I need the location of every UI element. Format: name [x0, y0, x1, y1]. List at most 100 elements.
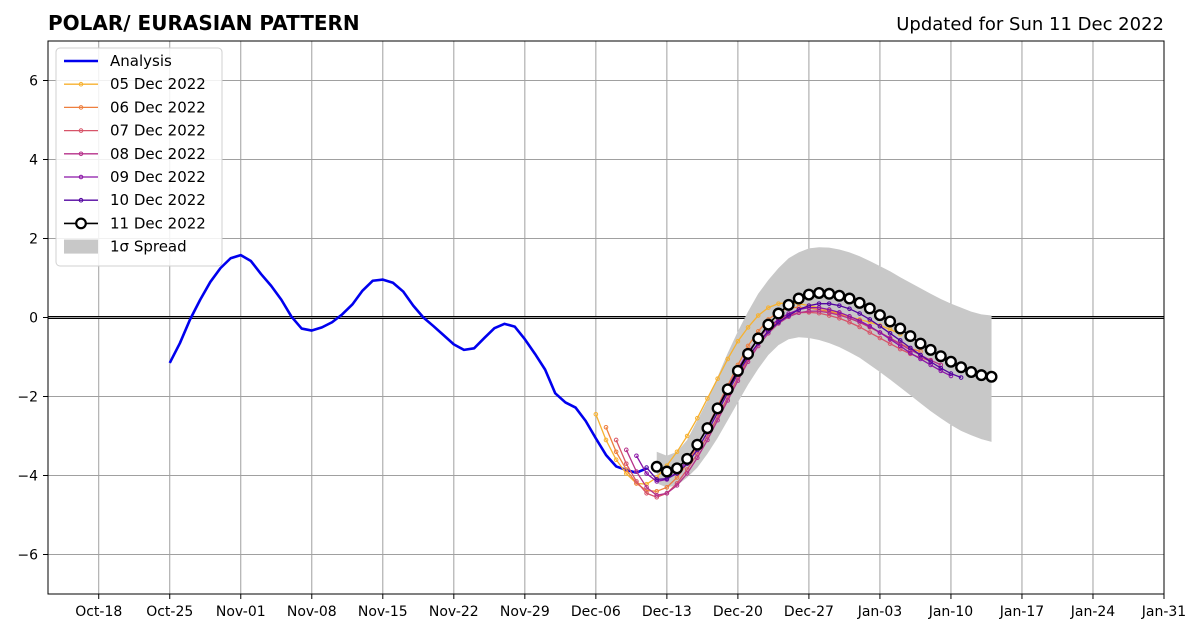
y-tick-label: −6 — [17, 548, 38, 564]
forecast-point — [918, 352, 923, 358]
x-tick-label: Dec-20 — [713, 604, 763, 620]
forecast-point — [958, 375, 964, 380]
x-tick-label: Nov-22 — [429, 604, 479, 620]
legend-marker — [78, 105, 84, 110]
forecast-point — [644, 465, 649, 470]
latest-point — [985, 370, 998, 383]
latest-point — [671, 462, 684, 475]
forecast-point — [623, 461, 629, 466]
forecast-point — [674, 449, 680, 455]
y-tick-label: −4 — [17, 469, 38, 485]
forecast-point — [938, 368, 944, 374]
forecast-point — [867, 330, 873, 335]
x-tick-label: Jan-03 — [857, 604, 902, 620]
forecast-point — [725, 356, 731, 362]
latest-point — [813, 287, 826, 300]
forecast-point — [735, 378, 741, 384]
latest-point — [752, 332, 765, 345]
latest-point — [721, 383, 734, 396]
x-tick-label: Jan-31 — [1141, 604, 1186, 620]
legend-box — [55, 47, 223, 267]
legend-marker — [78, 151, 84, 157]
forecast-point — [613, 437, 619, 443]
forecast-point — [948, 371, 954, 376]
legend-entry: 09 Dec 2022 — [64, 168, 206, 186]
latest-point — [884, 315, 897, 328]
latest-point — [681, 452, 694, 465]
legend-label: Analysis — [110, 52, 172, 70]
forecast-point — [816, 301, 822, 306]
forecast-point — [928, 359, 933, 365]
forecast-point — [634, 453, 639, 459]
x-tick-label: Dec-13 — [642, 604, 692, 620]
forecast-point — [837, 312, 842, 318]
forecast-point — [867, 317, 873, 322]
forecast-point — [877, 330, 883, 335]
latest-point — [924, 343, 937, 356]
latest-point — [955, 361, 968, 374]
forecast-point — [908, 350, 913, 356]
forecast-point — [705, 437, 710, 443]
forecast-point — [938, 365, 944, 371]
x-tick-label: Dec-06 — [571, 604, 621, 620]
latest-point — [873, 309, 886, 322]
x-tick-label: Nov-29 — [500, 604, 550, 620]
forecast-point — [897, 338, 903, 343]
forecast-point — [684, 433, 690, 439]
x-tick-label: Jan-10 — [928, 604, 973, 620]
forecast-point — [857, 324, 862, 330]
forecast-point — [613, 457, 619, 463]
latest-point — [863, 302, 876, 315]
forecast-point — [735, 338, 741, 344]
forecast-point — [695, 455, 700, 461]
forecast-point — [603, 425, 609, 430]
forecast-point — [887, 341, 893, 346]
forecast-point — [623, 447, 629, 453]
series — [168, 253, 998, 500]
forecast-point — [908, 345, 913, 351]
y-tick-label: −2 — [17, 390, 38, 406]
latest-point — [843, 292, 856, 305]
latest-point — [853, 296, 866, 309]
legend-entry: 1σ Spread — [64, 238, 187, 256]
x-tick-label: Oct-25 — [146, 604, 193, 620]
latest-point — [782, 298, 795, 311]
forecast-point — [847, 306, 852, 312]
forecast-point — [877, 335, 883, 341]
forecast-point — [654, 477, 660, 482]
latest-point — [904, 330, 917, 343]
x-tick-label: Dec-27 — [784, 604, 834, 620]
legend-entry: 10 Dec 2022 — [64, 191, 206, 209]
x-tick-label: Nov-15 — [358, 604, 408, 620]
forecast-point — [826, 307, 832, 312]
forecast-point — [644, 471, 649, 476]
legend-label: 07 Dec 2022 — [110, 122, 206, 140]
forecast-point — [755, 313, 761, 318]
legend-label: 11 Dec 2022 — [110, 214, 206, 232]
legend-marker — [75, 217, 87, 230]
forecast-point — [745, 343, 751, 349]
x-tick-label: Jan-24 — [1070, 604, 1116, 620]
legend-entry: 07 Dec 2022 — [64, 122, 206, 140]
y-tick-label: 6 — [29, 74, 38, 90]
legend: Analysis 05 Dec 2022 06 Dec 2022 07 Dec 202… — [55, 47, 223, 267]
forecast-point — [634, 469, 639, 474]
forecast-point — [715, 417, 720, 423]
latest-point — [823, 287, 836, 300]
forecast-point — [613, 449, 619, 455]
legend-entry: 08 Dec 2022 — [64, 145, 206, 163]
latest-point — [701, 422, 714, 435]
forecast-point — [837, 310, 842, 315]
legend-entry: 05 Dec 2022 — [64, 75, 206, 93]
spread-band — [656, 247, 992, 488]
latest-point — [802, 288, 815, 301]
y-tick-label: 4 — [29, 153, 38, 169]
latest-point — [660, 465, 673, 478]
forecast-point — [867, 323, 873, 329]
legend-label: 10 Dec 2022 — [110, 191, 206, 209]
latest-point — [975, 369, 988, 382]
latest-point — [833, 289, 846, 302]
legend-label: 1σ Spread — [110, 238, 187, 256]
legend-marker — [78, 197, 84, 203]
